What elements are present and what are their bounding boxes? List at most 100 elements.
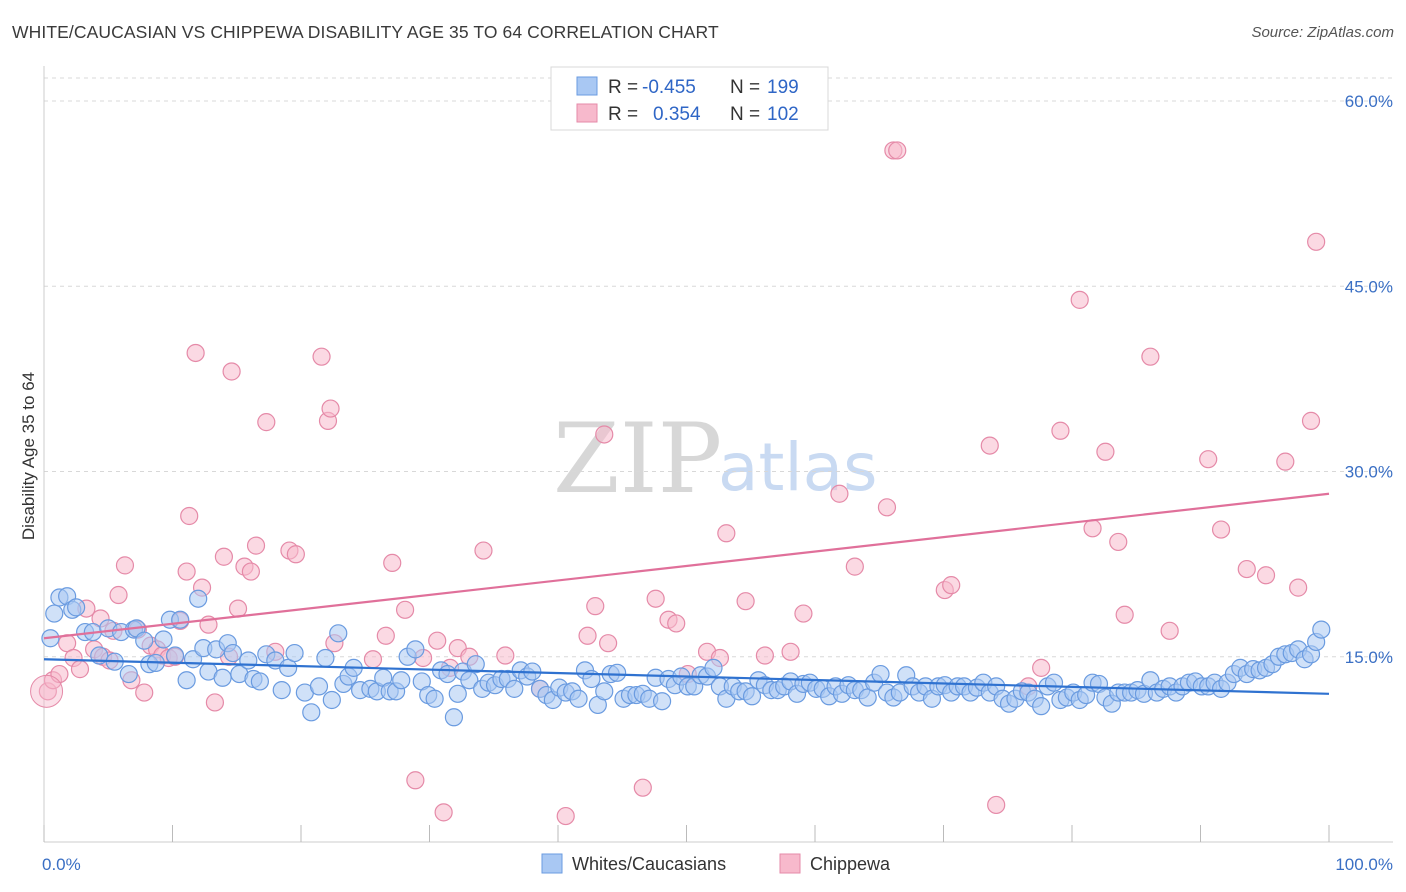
whites-point (189, 589, 208, 608)
whites-point (239, 651, 258, 670)
whites-point (704, 658, 723, 677)
bottom-legend-swatch-chippewa (779, 853, 801, 874)
whites-point (1032, 697, 1051, 716)
y-tick-label: 60.0% (1345, 92, 1393, 111)
whites-point (250, 672, 269, 691)
chippewa-point (1199, 450, 1218, 469)
y-tick-label: 15.0% (1345, 648, 1393, 667)
chippewa-point (228, 599, 248, 618)
chippewa-point (794, 604, 813, 623)
chippewa-point (736, 592, 755, 611)
whites-point (652, 692, 672, 711)
chippewa-point-large (30, 674, 64, 708)
whites-point (272, 681, 291, 700)
chippewa-point (406, 771, 425, 790)
whites-point (448, 684, 467, 703)
chippewa-point (70, 660, 90, 679)
whites-point (165, 646, 185, 665)
chippewa-point (667, 614, 686, 633)
chippewa-point (496, 646, 515, 665)
x-tick-label-min: 0.0% (42, 855, 81, 874)
whites-point (406, 640, 425, 659)
whites-point (309, 677, 329, 696)
whites-point (45, 604, 64, 623)
chippewa-point (1289, 578, 1308, 597)
whites-point (466, 655, 485, 674)
chippewa-point (888, 141, 907, 160)
chippewa-point (586, 597, 605, 616)
chippewa-point (1307, 232, 1326, 251)
chippewa-point (633, 778, 652, 797)
chippewa-point (1276, 452, 1295, 471)
chippewa-point (1096, 442, 1115, 461)
legend-r-label-chippewa: R = (608, 104, 638, 125)
y-axis-title: Disability Age 35 to 64 (19, 372, 38, 540)
correlation-legend: R = -0.455 N = 199 R = 0.354 N = 102 (550, 66, 829, 131)
whites-point (322, 690, 341, 710)
chart-source: Source: ZipAtlas.com (1251, 24, 1394, 41)
y-tick-label: 45.0% (1345, 277, 1393, 296)
chippewa-point (434, 803, 453, 822)
y-tick-labels: 15.0% 30.0% 45.0% 60.0% (1345, 92, 1393, 667)
chippewa-point (980, 436, 999, 455)
whites-point (392, 671, 411, 690)
chippewa-point (257, 413, 276, 432)
legend-n-label-chippewa: N = (730, 104, 760, 125)
whites-points (41, 587, 1331, 727)
chippewa-point (177, 562, 196, 581)
chippewa-point (135, 683, 154, 702)
chippewa-trend-line (43, 492, 1330, 640)
whites-point (119, 664, 138, 684)
trend-lines (43, 492, 1330, 695)
whites-point (569, 689, 588, 708)
whites-point (1044, 673, 1064, 692)
chippewa-point (717, 524, 736, 543)
chippewa-point (1141, 347, 1160, 366)
bottom-legend-label-chippewa: Chippewa (810, 854, 891, 874)
whites-point (171, 610, 190, 629)
watermark-atlas-text: atlas (718, 429, 878, 506)
x-tick-labels: 0.0% 100.0% (42, 855, 1393, 874)
chippewa-point (646, 589, 665, 608)
watermark-zip-text: ZIP (553, 403, 722, 515)
chippewa-point (556, 806, 575, 826)
chippewa-point (474, 541, 493, 560)
chippewa-point (1051, 421, 1070, 440)
chippewa-point (186, 343, 205, 363)
chippewa-point (214, 547, 233, 566)
chippewa-point (222, 362, 241, 381)
chippewa-point (845, 557, 864, 576)
legend-n-value-whites: 199 (767, 77, 799, 98)
bottom-legend-swatch-whites (541, 853, 563, 874)
whites-point (444, 708, 464, 727)
chippewa-point (1083, 519, 1102, 538)
chippewa-point (115, 556, 135, 575)
bottom-legend-label-whites: Whites/Caucasians (572, 854, 726, 874)
chippewa-point (428, 631, 447, 650)
x-tick-label-max: 100.0% (1335, 855, 1393, 874)
chippewa-point (286, 545, 305, 564)
watermark: ZIP atlas (553, 403, 878, 515)
legend-r-value-chippewa: 0.354 (653, 104, 701, 125)
whites-point (177, 671, 196, 690)
chippewa-point (1256, 566, 1276, 585)
chippewa-point (1070, 290, 1089, 309)
whites-point (223, 643, 242, 663)
legend-swatch-chippewa (576, 103, 598, 123)
axes (43, 66, 1393, 843)
whites-point (871, 664, 890, 684)
chart-title: WHITE/CAUCASIAN VS CHIPPEWA DISABILITY A… (12, 22, 719, 42)
chippewa-point (109, 585, 128, 605)
whites-trend-line (43, 658, 1330, 695)
chippewa-point (755, 646, 774, 665)
chippewa-point (599, 634, 618, 653)
whites-point (742, 687, 762, 706)
chippewa-point (241, 562, 260, 581)
chippewa-point (321, 399, 340, 418)
whites-point (329, 624, 348, 643)
whites-point (67, 598, 86, 617)
whites-point (213, 668, 232, 687)
whites-point (425, 689, 444, 708)
y-tick-label: 30.0% (1345, 463, 1393, 482)
